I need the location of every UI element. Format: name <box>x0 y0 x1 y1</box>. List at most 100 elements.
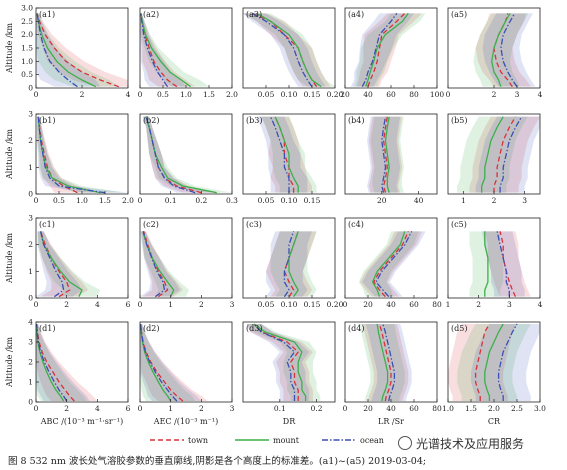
std-band-ocean <box>36 231 82 297</box>
x-tick-label: 0.15 <box>304 90 321 99</box>
std-band-town <box>484 231 531 297</box>
x-tick-label: 3 <box>515 90 520 99</box>
series-line-ocean <box>500 12 518 88</box>
x-tick-label: 40 <box>363 90 373 99</box>
series-line-mount <box>274 116 299 193</box>
series-line-ocean <box>270 116 290 193</box>
series-line-town <box>37 116 78 194</box>
panel-label: (d2) <box>143 324 159 333</box>
std-band-mount <box>457 116 528 193</box>
std-band-ocean <box>36 116 128 193</box>
plot-frame <box>139 113 233 195</box>
y-axis-label: Altitude /km <box>5 129 14 180</box>
x-tick-label: 100 <box>430 90 445 99</box>
std-band-town <box>266 231 317 297</box>
x-tick-label: 0.15 <box>304 196 321 205</box>
x-tick-label: 2.0 <box>488 404 500 413</box>
x-tick-label: 80 <box>409 90 419 99</box>
y-tick-label: 1 <box>28 378 33 387</box>
y-tick-label: 0.5 <box>21 70 33 79</box>
std-band-town <box>356 13 423 87</box>
y-tick-label: 3.0 <box>21 4 33 13</box>
x-tick-label: 3.0 <box>534 404 546 413</box>
std-band-ocean <box>140 324 202 401</box>
x-tick-label: 1.0 <box>442 404 454 413</box>
series-line-mount <box>481 116 504 193</box>
panel-label: (c4) <box>348 220 364 229</box>
std-band-ocean <box>481 231 525 297</box>
y-tick-label: 1 <box>28 267 33 276</box>
x-axis-label: LR /Sr <box>378 417 404 426</box>
y-tick-label: 1.0 <box>21 57 33 66</box>
plot-frame <box>139 321 233 403</box>
series-line-ocean <box>251 12 313 88</box>
x-tick-label: 0 <box>34 90 39 99</box>
std-band-town <box>448 324 517 401</box>
x-tick-label: 1.5 <box>99 196 111 205</box>
figure-caption: 图 8 532 nm 波长处气溶胶参数的垂直廓线,阴影是各个高度上的标准差。(a… <box>8 456 427 467</box>
series-line-mount <box>365 12 409 87</box>
legend-label-town: town <box>188 436 208 445</box>
series-line-ocean <box>39 231 65 298</box>
panel-label: (a5) <box>451 10 467 19</box>
y-tick-label: 0 <box>28 190 33 199</box>
std-band-town <box>36 13 128 87</box>
panel-label: (d3) <box>246 324 262 333</box>
x-tick-label: 0.05 <box>258 90 275 99</box>
x-tick-label: 0 <box>343 404 348 413</box>
std-band-ocean <box>246 324 310 401</box>
x-tick-label: 4 <box>538 90 543 99</box>
y-tick-label: 2 <box>28 136 33 145</box>
std-band-ocean <box>243 13 326 87</box>
std-band-town <box>246 324 313 401</box>
x-tick-label: 0.1 <box>274 404 286 413</box>
x-tick-label: 0 <box>34 404 39 413</box>
x-axis-label: DR <box>283 417 296 426</box>
series-line-mount <box>253 323 307 401</box>
y-tick-label: 1.5 <box>21 44 33 53</box>
x-tick-label: 0.1 <box>165 196 177 205</box>
plot-frame <box>35 217 129 299</box>
std-band-mount <box>359 324 405 401</box>
std-band-ocean <box>471 324 540 401</box>
y-tick-label: 4 <box>28 318 33 327</box>
series-line-ocean <box>499 116 523 193</box>
series-line-ocean <box>36 13 78 88</box>
x-tick-label: 6 <box>126 404 131 413</box>
x-tick-label: 3 <box>507 300 512 309</box>
x-tick-label: 80 <box>432 404 442 413</box>
x-tick-label: 2.0 <box>226 90 238 99</box>
y-tick-label: 0 <box>28 398 33 407</box>
x-tick-label: 0.2 <box>195 196 207 205</box>
series-line-ocean <box>142 231 166 298</box>
x-tick-label: 20 <box>363 404 373 413</box>
std-band-mount <box>140 231 190 297</box>
series-line-town <box>378 323 392 402</box>
std-band-ocean <box>140 231 180 297</box>
x-tick-label: 60 <box>386 90 396 99</box>
x-tick-label: 20 <box>363 300 373 309</box>
x-tick-label: 0 <box>138 196 143 205</box>
series-line-mount <box>376 323 389 402</box>
std-band-ocean <box>143 116 214 193</box>
x-tick-label: 20 <box>377 196 387 205</box>
plot-frame <box>242 321 336 403</box>
x-tick-label: 0 <box>34 196 39 205</box>
x-tick-label: 0.2 <box>311 404 323 413</box>
x-tick-label: 2 <box>199 404 204 413</box>
series-line-town <box>36 13 120 88</box>
y-axis-label: Altitude /km <box>5 233 14 284</box>
series-line-town <box>139 323 184 402</box>
std-band-mount <box>36 324 87 401</box>
x-tick-label: 40 <box>386 404 396 413</box>
x-tick-label: 0.05 <box>258 196 275 205</box>
std-band-town <box>368 116 403 193</box>
plot-frame <box>344 113 438 195</box>
std-band-town <box>469 116 540 193</box>
x-axis-label: CR <box>488 417 501 426</box>
std-band-mount <box>140 324 196 401</box>
series-line-mount <box>371 231 406 297</box>
std-band-town <box>243 13 331 87</box>
x-tick-label: 2 <box>80 90 85 99</box>
series-line-mount <box>484 323 504 401</box>
